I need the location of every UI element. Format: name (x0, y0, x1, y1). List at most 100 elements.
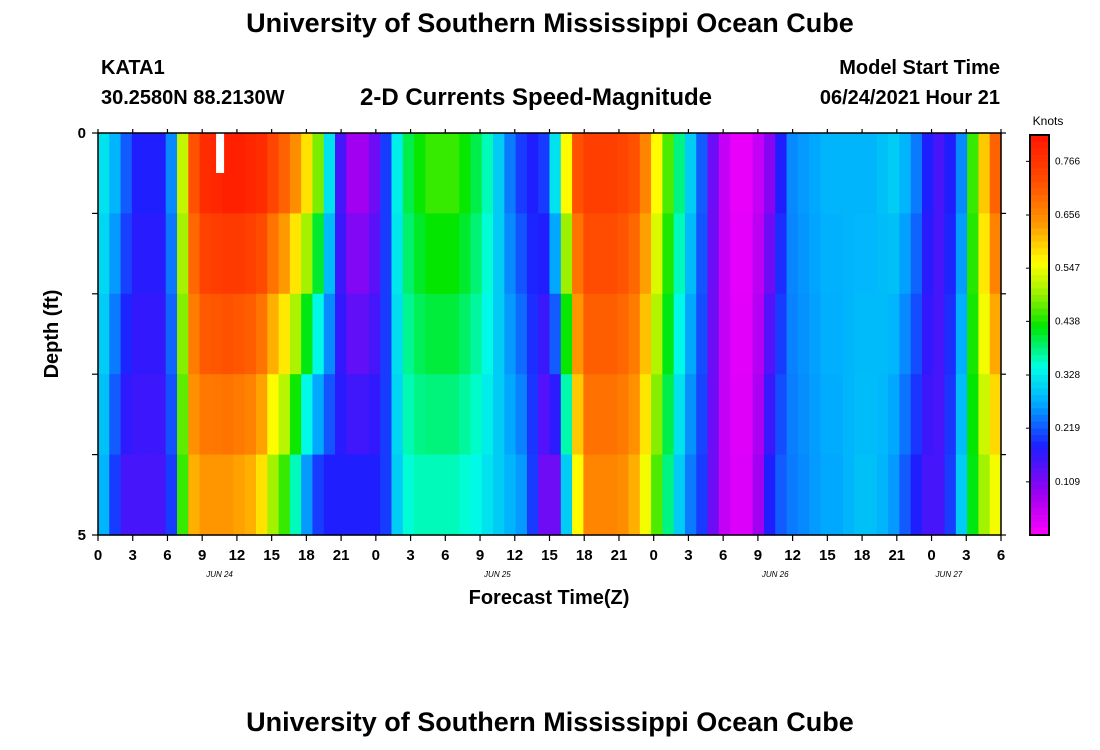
colorbar-swatch (1030, 195, 1049, 203)
colorbar-swatch (1030, 155, 1049, 163)
heatmap-cell (526, 293, 539, 375)
heatmap-cell (978, 374, 991, 456)
heatmap-cell (752, 293, 765, 375)
heatmap-cell (696, 454, 709, 536)
heatmap-cell (865, 454, 878, 536)
heatmap-cell (165, 133, 178, 214)
heatmap-cell (617, 213, 630, 295)
heatmap-cell (267, 454, 280, 536)
heatmap-cell (402, 213, 415, 295)
colorbar-tick-label: 0.328 (1055, 370, 1080, 381)
data-gap-marker (216, 133, 225, 173)
heatmap-cell (583, 213, 596, 295)
heatmap-cell (515, 213, 528, 295)
colorbar-swatch (1030, 415, 1049, 423)
colorbar-swatch (1030, 488, 1049, 496)
heatmap-cell (605, 454, 618, 536)
heatmap-cell (549, 454, 562, 536)
colorbar-swatch (1030, 315, 1049, 323)
heatmap-cell (967, 133, 980, 214)
heatmap-cell (177, 293, 189, 375)
colorbar-swatch (1030, 208, 1049, 216)
heatmap-cell (154, 213, 167, 295)
heatmap-cell (346, 133, 359, 214)
heatmap-cell (955, 293, 968, 375)
heatmap-cell (560, 293, 573, 375)
heatmap-cell (346, 293, 359, 375)
heatmap-cell (797, 374, 810, 456)
heatmap-cell (797, 213, 810, 295)
heatmap-cell (402, 374, 415, 456)
heatmap-cell (944, 374, 957, 456)
colorbar-swatch (1030, 368, 1049, 376)
heatmap-cell (718, 213, 731, 295)
heatmap-cell (944, 133, 957, 214)
heatmap-cell (831, 213, 844, 295)
heatmap-cell (899, 133, 912, 214)
y-tick-label: 0 (78, 125, 86, 142)
x-tick-label: 18 (298, 547, 315, 564)
x-tick-label: 21 (888, 547, 905, 564)
heatmap-cell (459, 374, 472, 456)
heatmap-cell (594, 374, 607, 456)
heatmap-cell (256, 213, 268, 295)
heatmap-cell (380, 374, 393, 456)
heatmap-cell (493, 293, 505, 375)
heatmap-cell (493, 213, 505, 295)
colorbar-swatch (1030, 515, 1049, 523)
heatmap-cell (910, 374, 923, 456)
x-tick-label: 3 (684, 547, 692, 564)
x-tick-label: 15 (819, 547, 836, 564)
heatmap-cell (910, 293, 923, 375)
heatmap-cell (199, 454, 212, 536)
heatmap-cell (651, 374, 663, 456)
heatmap-cell (267, 213, 280, 295)
heatmap-cell (560, 374, 573, 456)
heatmap-cell (617, 293, 630, 375)
heatmap-cell (854, 374, 867, 456)
heatmap-cell (809, 133, 821, 214)
heatmap-cell (560, 454, 573, 536)
x-tick-label: 3 (406, 547, 414, 564)
heatmap-cell (831, 293, 844, 375)
colorbar-swatch (1030, 408, 1049, 416)
heatmap-cell (210, 293, 223, 375)
heatmap-cell (346, 374, 359, 456)
heatmap-cell (718, 133, 731, 214)
heatmap-cell (368, 374, 381, 456)
heatmap-cell (921, 454, 934, 536)
heatmap-cell (335, 374, 347, 456)
heatmap-cell (707, 293, 720, 375)
heatmap-cell (233, 374, 246, 456)
heatmap-cell (301, 293, 314, 375)
heatmap-cell (188, 213, 201, 295)
heatmap-cell (741, 293, 754, 375)
colorbar-swatch (1030, 421, 1049, 429)
x-tick-label: 9 (198, 547, 206, 564)
heatmap-cell (109, 213, 122, 295)
heatmap-cell (605, 133, 618, 214)
heatmap-cell (978, 454, 991, 536)
heatmap-cell (865, 374, 878, 456)
heatmap-cell (831, 454, 844, 536)
colorbar-swatch (1030, 168, 1049, 176)
heatmap-cell (673, 454, 686, 536)
heatmap-cell (312, 293, 325, 375)
heatmap-cell (289, 133, 302, 214)
colorbar-swatch (1030, 181, 1049, 189)
heatmap-cell (526, 454, 539, 536)
heatmap-cell (572, 374, 584, 456)
heatmap-cell (775, 374, 788, 456)
heatmap-cell (143, 454, 156, 536)
heatmap-cell (526, 374, 539, 456)
station-id: KATA1 (101, 57, 165, 79)
heatmap-cell (357, 454, 370, 536)
heatmap-cell (515, 374, 528, 456)
heatmap-cell (741, 374, 754, 456)
heatmap-cell (177, 133, 189, 214)
heatmap-cell (899, 454, 912, 536)
colorbar-swatch (1030, 395, 1049, 403)
heatmap-cell (278, 293, 291, 375)
x-tick-label: 0 (650, 547, 658, 564)
heatmap-cell (865, 293, 878, 375)
